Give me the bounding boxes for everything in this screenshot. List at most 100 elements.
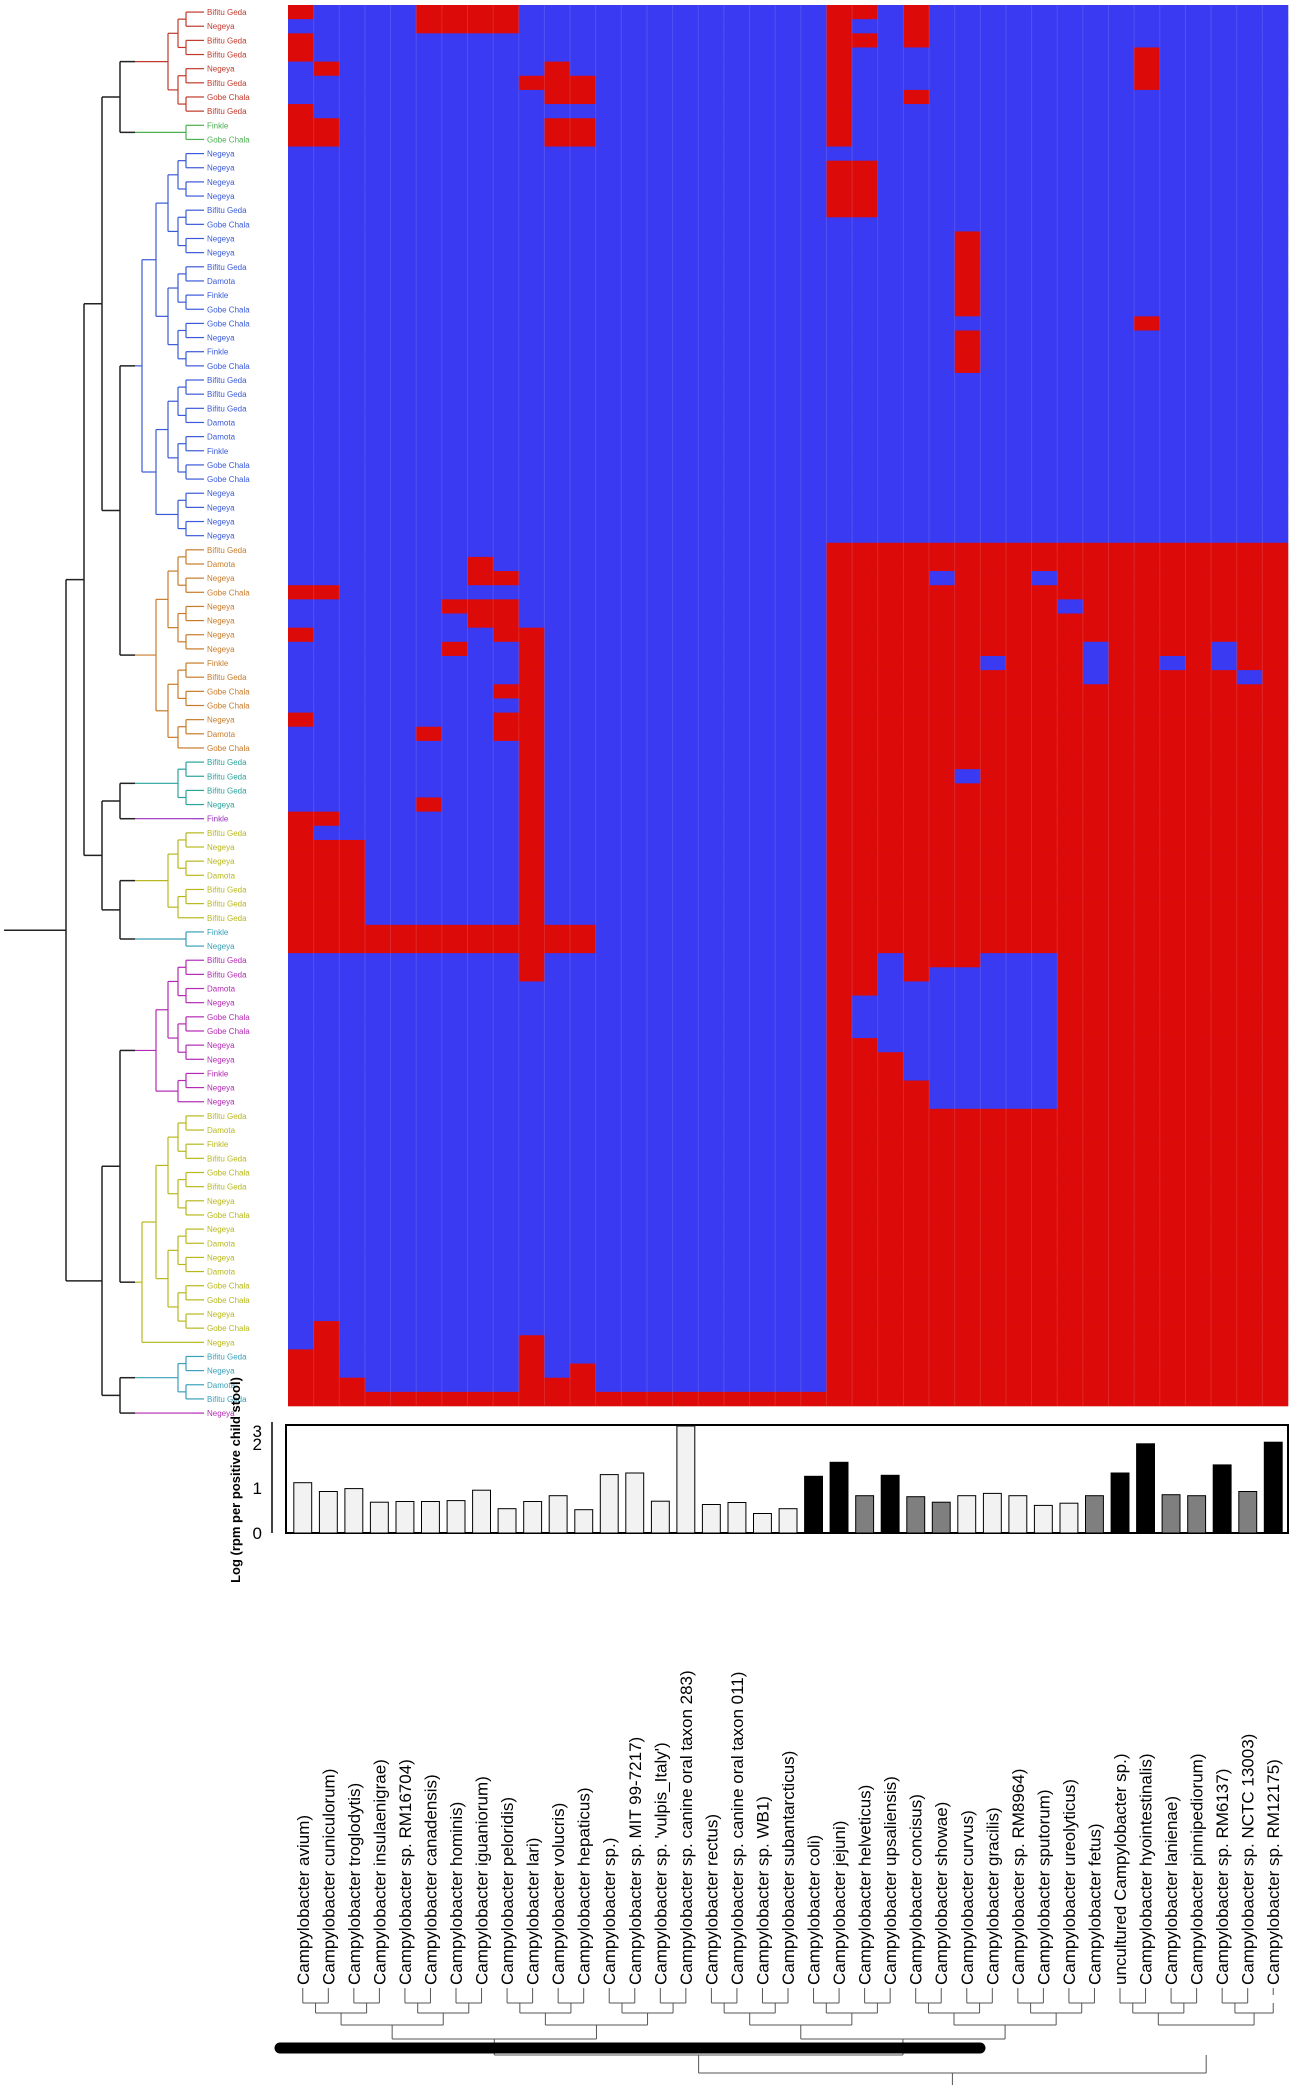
heatmap-cell xyxy=(544,5,571,20)
heatmap-cell xyxy=(1236,358,1263,374)
heatmap-cell xyxy=(1236,797,1263,812)
heatmap-cell xyxy=(852,118,879,133)
species-label: Campylobacter sp. RM6137) xyxy=(1213,1769,1232,1985)
heatmap-cell xyxy=(339,514,366,529)
heatmap-cell xyxy=(800,245,827,261)
heatmap-cell xyxy=(1211,288,1238,303)
heatmap-cell xyxy=(1185,1278,1212,1294)
heatmap-cell xyxy=(493,330,520,345)
heatmap-cell xyxy=(646,1306,673,1322)
heatmap-cell xyxy=(339,924,366,940)
heatmap-cell xyxy=(313,514,340,529)
heatmap-cell xyxy=(313,1222,340,1237)
heatmap-cell xyxy=(1211,939,1238,954)
heatmap-cell xyxy=(826,755,853,770)
heatmap-cell xyxy=(364,1009,391,1025)
heatmap-cell xyxy=(1134,288,1161,303)
heatmap-cell xyxy=(1082,33,1109,48)
heatmap-cell xyxy=(518,811,545,827)
heatmap-cell xyxy=(570,1264,596,1279)
heatmap-cell xyxy=(723,839,750,855)
heatmap-cell xyxy=(1185,47,1212,62)
heatmap-cell xyxy=(1134,1038,1161,1053)
sample-label: Bifitu Geda xyxy=(207,970,247,979)
heatmap-cell xyxy=(929,967,955,982)
heatmap-cell xyxy=(1005,89,1032,105)
heatmap-cell xyxy=(1031,486,1058,501)
heatmap-cell xyxy=(1057,1207,1084,1223)
heatmap-cell xyxy=(1057,1377,1084,1393)
heatmap-cell xyxy=(929,330,955,345)
heatmap-cell xyxy=(749,217,776,232)
heatmap-cell xyxy=(595,1391,622,1407)
heatmap-cell xyxy=(339,415,366,430)
heatmap-cell xyxy=(1262,1292,1289,1308)
heatmap-cell xyxy=(929,358,955,374)
heatmap-cell xyxy=(493,1222,520,1237)
heatmap-cell xyxy=(621,542,648,558)
heatmap-cell xyxy=(288,174,314,190)
heatmap-cell xyxy=(288,995,314,1011)
heatmap-cell xyxy=(826,429,853,444)
heatmap-cell xyxy=(1005,528,1032,544)
heatmap-cell xyxy=(698,542,725,558)
heatmap-cell xyxy=(1236,1391,1263,1407)
heatmap-cell xyxy=(1057,75,1084,91)
heatmap-cell xyxy=(1031,613,1058,628)
heatmap-cell xyxy=(1185,811,1212,827)
heatmap-cell xyxy=(954,613,981,628)
heatmap-cell xyxy=(877,1080,904,1095)
heatmap-cell xyxy=(339,825,366,841)
heatmap-cell xyxy=(723,726,750,742)
heatmap-cell xyxy=(441,1222,468,1237)
heatmap-cell xyxy=(467,5,494,20)
heatmap-cell xyxy=(826,1207,853,1223)
heatmap-cell xyxy=(877,61,904,77)
heatmap-cell xyxy=(313,160,340,176)
heatmap-cell xyxy=(621,217,648,232)
heatmap-cell xyxy=(826,953,853,968)
heatmap-cell xyxy=(800,443,827,459)
heatmap-cell xyxy=(288,372,314,388)
heatmap-cell xyxy=(1057,967,1084,982)
heatmap-cell xyxy=(800,825,827,841)
heatmap-cell xyxy=(288,854,314,869)
heatmap-cell xyxy=(621,5,648,20)
heatmap-cell xyxy=(826,1236,853,1251)
heatmap-cell xyxy=(467,811,494,827)
heatmap-cell xyxy=(800,528,827,544)
heatmap-cell xyxy=(1262,486,1289,501)
heatmap-cell xyxy=(1031,160,1058,176)
heatmap-cell xyxy=(595,670,622,685)
heatmap-cell xyxy=(595,5,622,20)
heatmap-cell xyxy=(646,896,673,911)
heatmap-cell xyxy=(570,429,596,444)
heatmap-cell xyxy=(980,825,1007,841)
sample-label: Negeya xyxy=(207,334,235,343)
heatmap-cell xyxy=(903,514,930,529)
heatmap-cell xyxy=(954,514,981,529)
heatmap-cell xyxy=(775,1165,802,1180)
heatmap-cell xyxy=(852,1137,879,1152)
heatmap-cell xyxy=(1211,571,1238,586)
heatmap-cell xyxy=(775,981,802,996)
heatmap-cell xyxy=(1236,896,1263,911)
heatmap-cell xyxy=(903,1038,930,1053)
heatmap-cell xyxy=(441,613,468,628)
heatmap-cell xyxy=(1262,967,1289,982)
heatmap-cell xyxy=(1262,457,1289,473)
heatmap-cell xyxy=(980,259,1007,275)
heatmap-cell xyxy=(1159,118,1186,133)
heatmap-cell xyxy=(313,967,340,982)
heatmap-cell xyxy=(1236,443,1263,459)
heatmap-cell xyxy=(1031,344,1058,360)
heatmap-cell xyxy=(1185,1052,1212,1067)
heatmap-cell xyxy=(826,698,853,713)
heatmap-cell xyxy=(826,882,853,897)
heatmap-cell xyxy=(723,712,750,728)
heatmap-cell xyxy=(544,1377,571,1393)
heatmap-cell xyxy=(723,1193,750,1209)
heatmap-cell xyxy=(1082,457,1109,473)
heatmap-cell xyxy=(903,443,930,459)
heatmap-cell xyxy=(621,924,648,940)
